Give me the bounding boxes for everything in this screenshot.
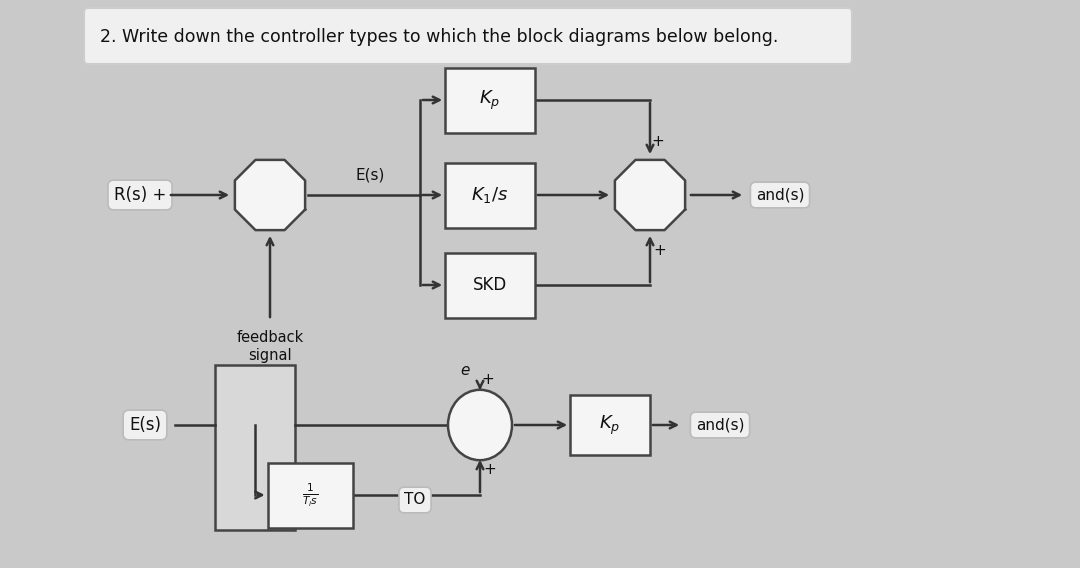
Text: E(s): E(s) [129,416,161,434]
FancyBboxPatch shape [445,162,535,228]
Text: TO: TO [404,492,426,507]
Text: signal: signal [248,348,292,363]
FancyBboxPatch shape [268,462,352,528]
Text: e: e [460,363,470,378]
Text: and(s): and(s) [696,417,744,432]
Text: $\frac{1}{T_i s}$: $\frac{1}{T_i s}$ [301,481,319,509]
Polygon shape [234,160,306,230]
Text: 2. Write down the controller types to which the block diagrams below belong.: 2. Write down the controller types to wh… [100,28,779,46]
Text: +: + [651,134,664,149]
Text: +: + [653,243,666,258]
Text: $K_1/s$: $K_1/s$ [471,185,509,205]
Text: feedback: feedback [237,330,303,345]
Ellipse shape [448,390,512,460]
FancyBboxPatch shape [445,253,535,318]
Text: E(s): E(s) [355,168,384,182]
FancyBboxPatch shape [215,365,295,530]
Text: and(s): and(s) [756,187,805,203]
Text: SKD: SKD [473,276,508,294]
Text: $K_p$: $K_p$ [599,414,621,437]
FancyBboxPatch shape [445,68,535,132]
FancyBboxPatch shape [570,395,650,455]
Text: +: + [484,462,497,477]
Text: $K_p$: $K_p$ [480,89,501,111]
Text: R(s) +: R(s) + [113,186,166,204]
Polygon shape [615,160,685,230]
FancyBboxPatch shape [84,8,852,64]
Text: +: + [482,372,495,387]
